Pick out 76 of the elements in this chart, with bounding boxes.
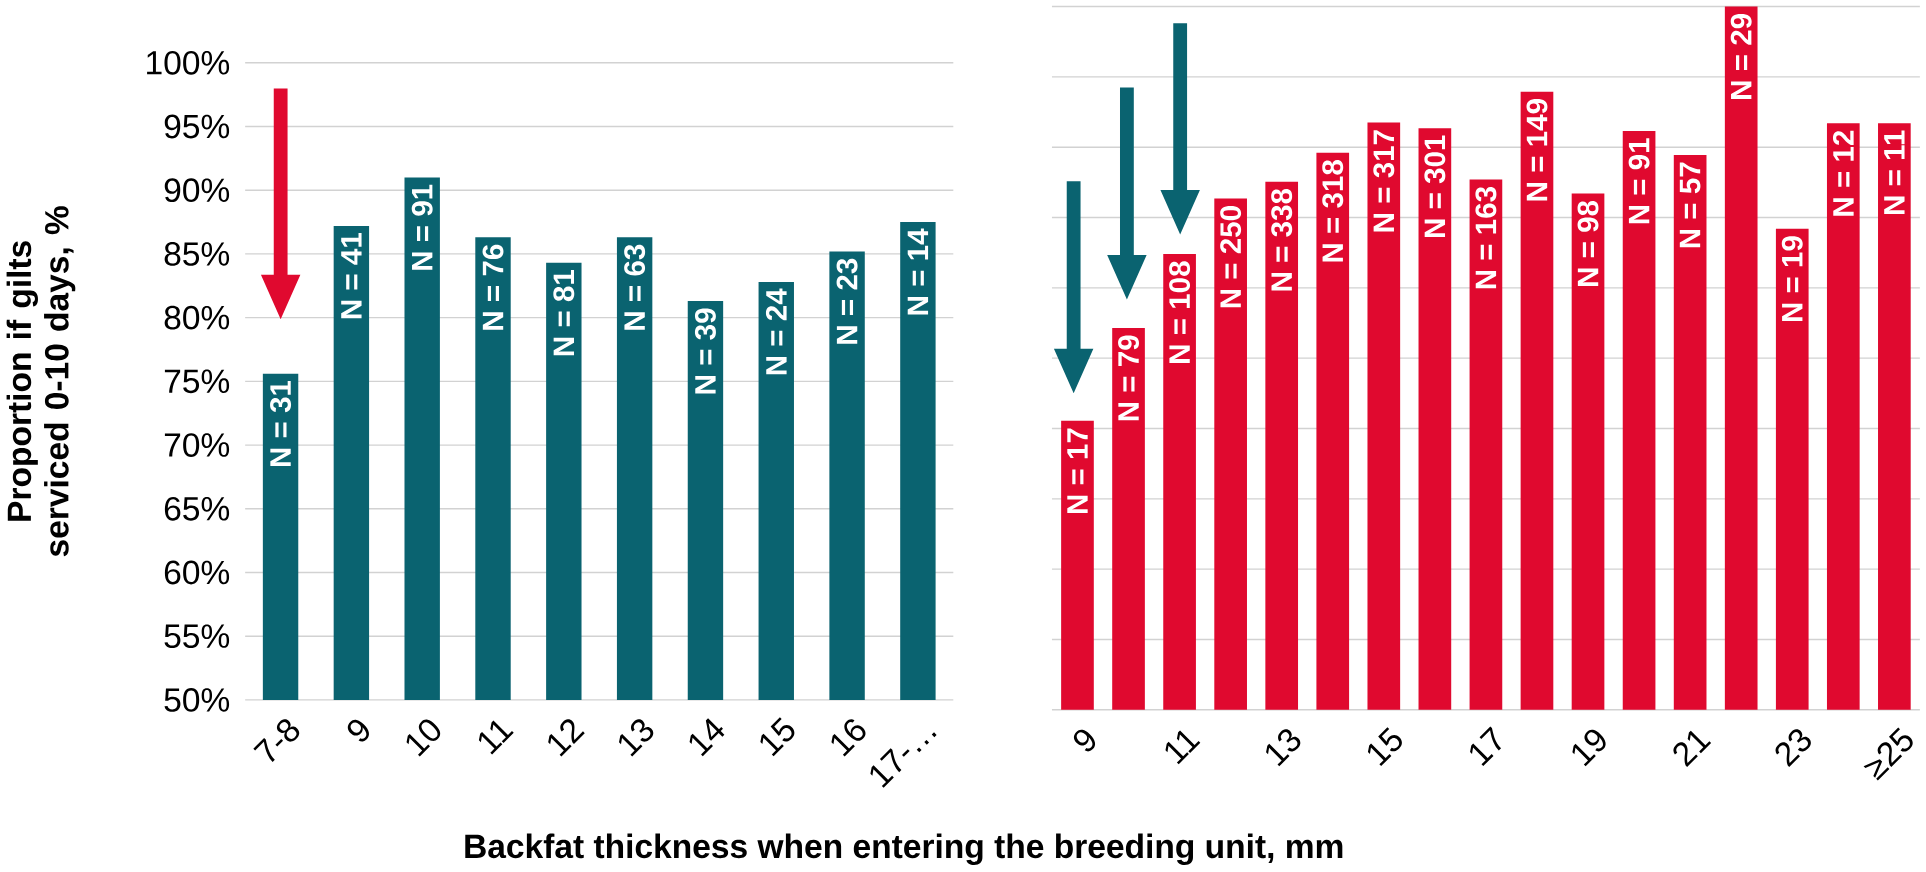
x-tick-label: 17 xyxy=(1470,726,1502,767)
x-tick-label: 13 xyxy=(619,719,654,757)
x-tick-label: 11 xyxy=(1165,730,1201,765)
x-tick-label: 13 xyxy=(1266,729,1301,767)
x-tick-label: ≥25 xyxy=(1863,727,1913,781)
y-tick-label: 75% xyxy=(164,369,230,394)
annotation: N = 23 xyxy=(836,259,858,344)
annotation: N = 29 xyxy=(1730,14,1752,100)
bar xyxy=(1673,155,1707,711)
annotation: N = 24 xyxy=(765,288,787,375)
x-tick-label: 21 xyxy=(1673,730,1712,768)
annotation: N = 17 xyxy=(1067,428,1088,514)
bar xyxy=(1112,328,1145,711)
annotation: N = 317 xyxy=(1373,130,1395,232)
x-axis-title: Backfat thickness when entering the breeding unit, mm xyxy=(465,833,1343,866)
bar xyxy=(1622,131,1656,711)
annotation: N = 250 xyxy=(1220,206,1242,308)
x-tick-label: 9 xyxy=(1073,729,1096,752)
bar xyxy=(1163,254,1196,711)
annotation: N = 338 xyxy=(1271,189,1293,291)
annotation: N = 98 xyxy=(1577,201,1599,287)
annotation: N = 79 xyxy=(1118,335,1139,421)
y-tick-label: 100% xyxy=(147,51,230,75)
x-tick-label: 9 xyxy=(347,720,369,742)
annotation: N = 149 xyxy=(1526,99,1548,201)
x-tick-label: 15 xyxy=(760,717,795,757)
x-tick-label: 10 xyxy=(406,719,441,757)
bar xyxy=(1061,420,1094,711)
x-tick-label: 23 xyxy=(1775,729,1811,768)
annotation: N = 39 xyxy=(694,308,716,394)
x-tick-label: 12 xyxy=(548,719,585,757)
y-tick-label: 60% xyxy=(164,560,230,585)
bar xyxy=(1724,6,1758,711)
annotation: N = 76 xyxy=(482,245,504,330)
y-tick-label: 85% xyxy=(164,242,230,267)
x-tick-label: 16 xyxy=(831,719,866,757)
x-tick-label: 14 xyxy=(689,718,725,757)
y-tick-label: 80% xyxy=(164,305,230,330)
bar xyxy=(1265,181,1299,711)
bar xyxy=(1520,91,1554,711)
x-tick-label: 15 xyxy=(1367,727,1402,767)
annotation: N = 57 xyxy=(1679,162,1701,248)
y-tick-label: 90% xyxy=(164,178,230,203)
annotation: N = 318 xyxy=(1322,160,1344,262)
y-tick-label: 50% xyxy=(164,688,230,713)
y-tick-label: 65% xyxy=(164,497,230,521)
bar xyxy=(1367,122,1401,711)
bar xyxy=(1775,229,1809,711)
annotation: N = 14 xyxy=(907,228,929,315)
annotation: N = 19 xyxy=(1781,236,1803,322)
annotation: N = 31 xyxy=(270,381,292,467)
bar xyxy=(1826,123,1860,711)
x-tick-label: 11 xyxy=(478,720,514,755)
bar xyxy=(1316,153,1350,711)
bar xyxy=(1469,179,1503,711)
annotation: N = 63 xyxy=(624,245,646,330)
annotation: N = 301 xyxy=(1424,135,1446,238)
annotation: N = 163 xyxy=(1475,187,1497,289)
x-tick-label: 17-… xyxy=(870,732,937,789)
y-tick-label: 95% xyxy=(164,114,230,139)
y-axis-title: Proportion if gilts serviced 0-10 days, % xyxy=(6,206,76,557)
annotation: N = 81 xyxy=(553,270,575,356)
bar xyxy=(1418,128,1452,711)
bar xyxy=(1571,193,1605,711)
y-tick-label: 70% xyxy=(164,433,230,458)
bar xyxy=(1214,198,1247,711)
x-tick-label: 19 xyxy=(1572,729,1606,767)
annotation: N = 11 xyxy=(1884,130,1905,215)
annotation: N = 91 xyxy=(1628,138,1650,224)
y-tick-label: 55% xyxy=(164,624,230,649)
annotation: N = 108 xyxy=(1169,261,1191,364)
annotation: N = 41 xyxy=(341,233,362,319)
annotation: N = 12 xyxy=(1832,131,1854,216)
bar xyxy=(1878,123,1911,711)
annotation: N = 91 xyxy=(411,184,433,271)
x-tick-label: 7-8 xyxy=(253,719,300,763)
